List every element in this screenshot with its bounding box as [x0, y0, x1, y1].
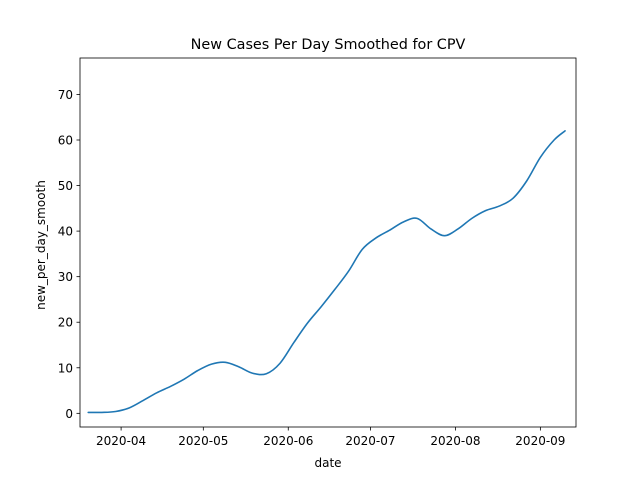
y-tick-label: 10 [58, 361, 73, 375]
plot-area [87, 130, 566, 414]
y-tick-label: 50 [58, 179, 73, 193]
y-axis-label: new_per_day_smooth [34, 180, 48, 310]
plot-frame [79, 57, 577, 428]
y-tick-label: 70 [58, 88, 73, 102]
y-tick-label: 30 [58, 270, 73, 284]
chart-title: New Cases Per Day Smoothed for CPV [191, 37, 466, 53]
series-line [87, 130, 566, 414]
y-tick-label: 0 [65, 407, 73, 421]
x-tick-label: 2020-07 [345, 434, 395, 448]
x-tick-label: 2020-09 [515, 434, 565, 448]
x-tick-label: 2020-04 [96, 434, 146, 448]
y-tick-label: 60 [58, 134, 73, 148]
y-tick-label: 40 [58, 225, 73, 239]
x-axis-label: date [314, 456, 341, 470]
x-tick-label: 2020-05 [178, 434, 228, 448]
y-axis: 0 10 20 30 40 50 60 70 [58, 88, 80, 421]
y-tick-label: 20 [58, 316, 73, 330]
x-axis: 2020-04 2020-05 2020-06 2020-07 2020-08 2020-… [96, 427, 565, 448]
x-tick-label: 2020-08 [430, 434, 480, 448]
x-tick-label: 2020-06 [263, 434, 313, 448]
